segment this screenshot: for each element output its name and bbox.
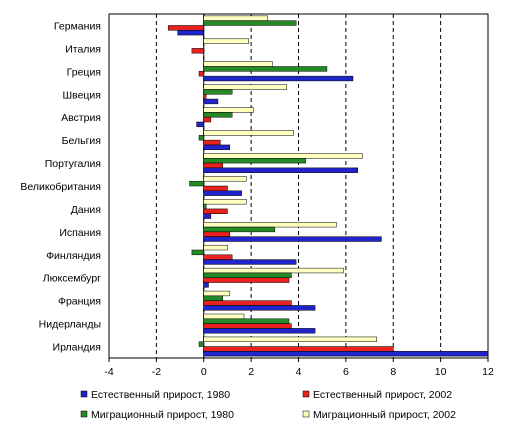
x-tick-label: 8 (390, 366, 396, 378)
category-label: Дания (71, 204, 101, 216)
bar (203, 254, 233, 260)
legend-label: Миграционный прирост, 2002 (313, 409, 456, 421)
x-tick-label: 12 (482, 366, 494, 378)
bar (203, 20, 297, 26)
bar (198, 341, 204, 347)
bar (203, 130, 295, 136)
category-labels: Германия Италия Греция Швеция Австрия Бельгия… (20, 20, 101, 353)
x-tick-label: 10 (435, 366, 447, 378)
category-label: Португалия (45, 158, 101, 170)
legend-swatch (80, 410, 88, 418)
x-tick-label: 2 (248, 366, 254, 378)
bar (203, 203, 207, 210)
bar (203, 226, 276, 233)
bar (203, 84, 287, 90)
bar (203, 208, 228, 214)
bar (203, 346, 394, 352)
category-label: Италия (65, 43, 101, 55)
bar (203, 277, 290, 283)
legend: Естественный прирост, 1980 Естественный п… (80, 389, 456, 421)
bar (203, 272, 292, 278)
bar (203, 351, 489, 357)
category-label: Франция (58, 296, 101, 308)
bar (203, 61, 273, 67)
bar (177, 30, 205, 36)
bar (203, 295, 223, 301)
bar (167, 25, 204, 31)
bar (191, 249, 204, 256)
bar (196, 121, 205, 128)
bar (203, 158, 306, 164)
category-label: Греция (67, 66, 101, 78)
category-label: Испания (59, 227, 101, 239)
category-label: Швеция (63, 89, 102, 101)
bar (203, 190, 242, 196)
bar (203, 323, 292, 329)
bar (203, 107, 254, 113)
bar (203, 336, 377, 342)
bar (203, 75, 354, 82)
bar (203, 98, 219, 105)
legend-label: Естественный прирост, 1980 (91, 389, 230, 401)
x-tick-label: 6 (343, 366, 349, 378)
bar (203, 244, 228, 251)
bar (203, 213, 212, 219)
category-label: Люксембург (43, 273, 101, 285)
bar (189, 180, 205, 187)
bar (203, 116, 212, 123)
legend-swatch (302, 390, 310, 398)
bar (203, 176, 247, 182)
bar (203, 259, 297, 265)
bar (203, 38, 250, 44)
bar (203, 236, 382, 242)
bar (203, 94, 207, 100)
x-tick-labels: -4 -2 0 2 4 6 8 10 12 (104, 358, 494, 378)
legend-label: Миграционный прирост, 1980 (91, 409, 234, 421)
category-label: Германия (54, 20, 101, 32)
bar (203, 112, 233, 118)
bar (203, 231, 231, 237)
bar (203, 318, 290, 324)
x-tick-label: 4 (296, 366, 302, 378)
bar (203, 15, 268, 21)
x-tick-label: 0 (201, 366, 207, 378)
x-tick-label: -2 (152, 366, 161, 378)
bar (203, 300, 292, 306)
bar (203, 290, 231, 297)
bar (198, 71, 204, 77)
legend-label: Естественный прирост, 2002 (313, 389, 452, 401)
category-label: Финляндия (46, 250, 101, 262)
bar (203, 162, 223, 169)
bar (203, 305, 316, 311)
bar (203, 89, 233, 95)
bar (203, 199, 247, 205)
bar (191, 48, 204, 54)
legend-swatch (80, 390, 88, 398)
bar (203, 139, 221, 146)
bar (203, 267, 344, 274)
bar (203, 222, 337, 228)
bar (203, 313, 245, 320)
bar (203, 153, 363, 159)
bars (167, 15, 489, 357)
bar (203, 328, 316, 334)
bar (198, 135, 204, 141)
bar (203, 185, 228, 192)
x-tick-label: -4 (104, 366, 113, 378)
bar (203, 167, 358, 173)
category-label: Ирландия (53, 342, 101, 354)
bar (203, 66, 328, 72)
bar (203, 282, 209, 288)
bar (203, 144, 231, 150)
category-label: Нидерланды (39, 319, 101, 331)
category-label: Великобритания (20, 181, 101, 193)
category-label: Австрия (61, 112, 101, 124)
legend-swatch (302, 410, 310, 418)
category-label: Бельгия (62, 135, 101, 147)
